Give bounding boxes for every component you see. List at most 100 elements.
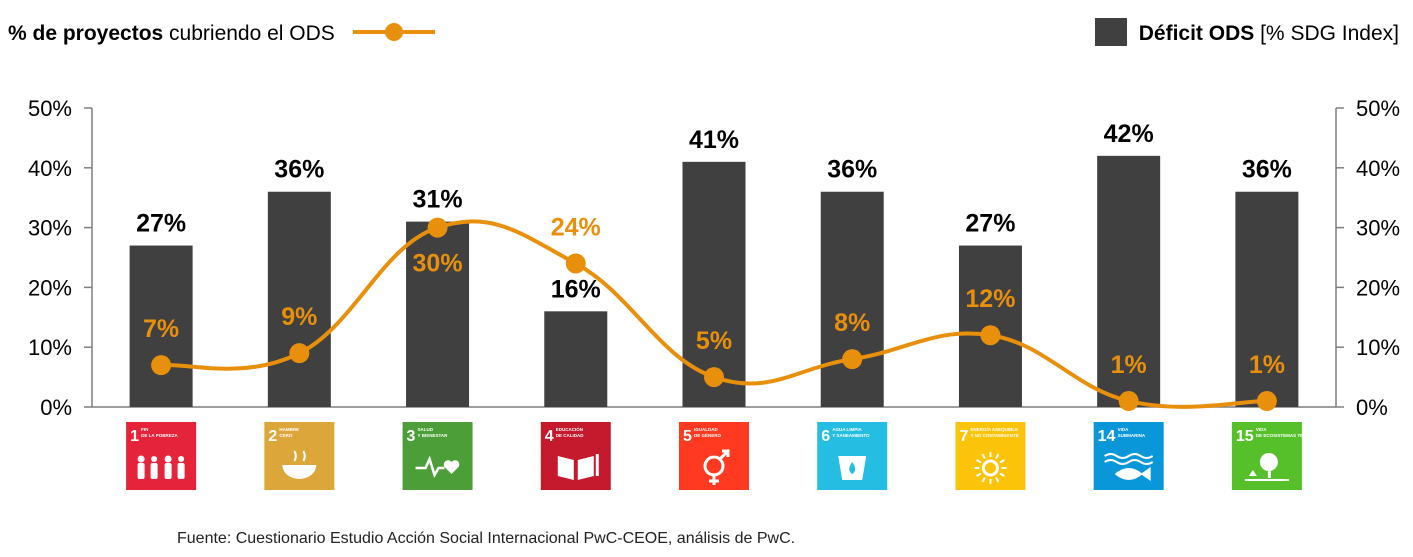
water-drop-icon [849, 462, 856, 474]
line-value-label: 12% [965, 285, 1015, 313]
bar-value-label: 36% [1242, 156, 1292, 184]
bar-value-label: 36% [827, 156, 877, 184]
left-tick-label: 10% [28, 335, 72, 360]
people-icon [164, 463, 172, 479]
bar [129, 245, 193, 407]
sdg-title-line2: Y NO CONTAMINANTE [970, 433, 1018, 438]
line-point [1118, 391, 1139, 412]
right-tick-label: 30% [1356, 216, 1400, 241]
sun-icon [995, 453, 1000, 459]
fish-icon [1114, 467, 1151, 481]
bar-value-label: 16% [551, 275, 601, 303]
bowl-icon [293, 450, 306, 462]
sun-icon [999, 472, 1005, 477]
bar-legend-swatch [1094, 17, 1127, 46]
line-legend-rest: cubriendo el ODS [163, 22, 335, 45]
sdg-title-line1: ENERGÍA ASEQUIBLE [970, 425, 1018, 432]
line-value-label: 9% [281, 303, 317, 331]
sdg-tile [126, 422, 197, 490]
sdg-tile [540, 422, 611, 490]
line-point [704, 367, 724, 388]
sun-icon [981, 459, 999, 477]
left-tick-label: 20% [28, 275, 72, 300]
line-value-label: 7% [143, 315, 179, 343]
bar-value-label: 31% [413, 186, 463, 214]
line-point [565, 253, 586, 274]
line-point [842, 349, 863, 370]
line-point [289, 343, 310, 364]
fish-icon [1104, 453, 1154, 465]
people-icon [164, 455, 172, 463]
bar-legend: Déficit ODS [% SDG Index] [1094, 17, 1399, 46]
bar [406, 221, 470, 407]
people-icon [137, 463, 145, 479]
heartbeat-icon [443, 460, 460, 474]
bar-value-label: 27% [136, 210, 186, 238]
people-icon [178, 456, 185, 462]
sun-icon [999, 459, 1005, 464]
sdg-number: 15 [1236, 428, 1254, 445]
people-icon [137, 455, 145, 463]
left-tick-label: 40% [28, 156, 72, 181]
bar [544, 311, 608, 407]
line-legend-bold: % de proyectos [8, 22, 164, 45]
sdg-title-line2: CERO [279, 433, 293, 438]
right-tick-label: 50% [1356, 96, 1400, 121]
sdg-title-line1: HAMBRE [279, 427, 299, 432]
left-tick-label: 30% [28, 216, 72, 241]
line-value-label: 1% [1111, 351, 1147, 379]
sdg-title-line1: VIDA [1256, 427, 1268, 432]
left-tick-label: 0% [40, 395, 72, 420]
sdg-number: 2 [268, 428, 277, 445]
line-value-label: 1% [1249, 351, 1285, 379]
bar-value-label: 42% [1104, 120, 1154, 148]
bar [267, 191, 331, 407]
heartbeat-icon [415, 455, 445, 479]
gender-icon [709, 449, 730, 485]
right-tick-label: 40% [1356, 156, 1400, 181]
bar [820, 191, 884, 407]
sdg-title-line2: DE CALIDAD [556, 433, 584, 438]
tree-icon [1248, 470, 1257, 476]
sdg-title-line1: VIDA [1118, 427, 1130, 432]
sdg-title-line1: IGUALDAD [694, 427, 718, 432]
projects-line [160, 219, 1267, 409]
line-value-label: 5% [696, 327, 732, 355]
line-value-label: 8% [834, 309, 870, 337]
bar-value-label: 41% [689, 126, 739, 154]
bar-legend-rest: [% SDG Index] [1254, 22, 1399, 45]
sun-icon [981, 453, 986, 459]
line-point [151, 355, 172, 376]
line-legend-marker-icon [352, 23, 435, 42]
sdg-number: 3 [407, 428, 416, 445]
left-tick-label: 50% [28, 96, 72, 121]
sdg-number: 14 [1098, 428, 1116, 445]
bar-value-label: 36% [274, 156, 324, 184]
book-icon [595, 454, 599, 476]
bowl-icon [282, 465, 317, 479]
tree-icon [1259, 453, 1278, 471]
sdg-title-line1: SALUD [418, 427, 434, 432]
sun-icon [995, 477, 1000, 483]
people-icon [150, 463, 158, 479]
sdg-number: 1 [130, 428, 139, 445]
line-value-label: 30% [413, 250, 463, 278]
sdg-number: 5 [683, 428, 692, 445]
sdg-number: 4 [545, 428, 554, 445]
book-icon [557, 456, 594, 480]
source-note: Fuente: Cuestionario Estudio Acción Soci… [177, 530, 796, 547]
sun-icon [976, 472, 982, 477]
sun-icon [976, 459, 982, 464]
bar-value-label: 27% [965, 210, 1015, 238]
bar [1235, 191, 1299, 407]
sdg-title-line2: DE LA POBREZA [141, 433, 178, 438]
sdg-title-line1: AGUA LIMPIA [832, 427, 862, 432]
line-value-label: 24% [551, 213, 601, 241]
sdg-title-line1: EDUCACIÓN [556, 425, 583, 432]
sdg-number: 6 [821, 428, 830, 445]
line-legend: % de proyectos cubriendo el ODS [8, 22, 437, 46]
line-point [1256, 391, 1277, 412]
sdg-title-line2: Y BIENESTAR [418, 433, 449, 438]
line-point [427, 217, 448, 238]
line-point [980, 325, 1001, 346]
